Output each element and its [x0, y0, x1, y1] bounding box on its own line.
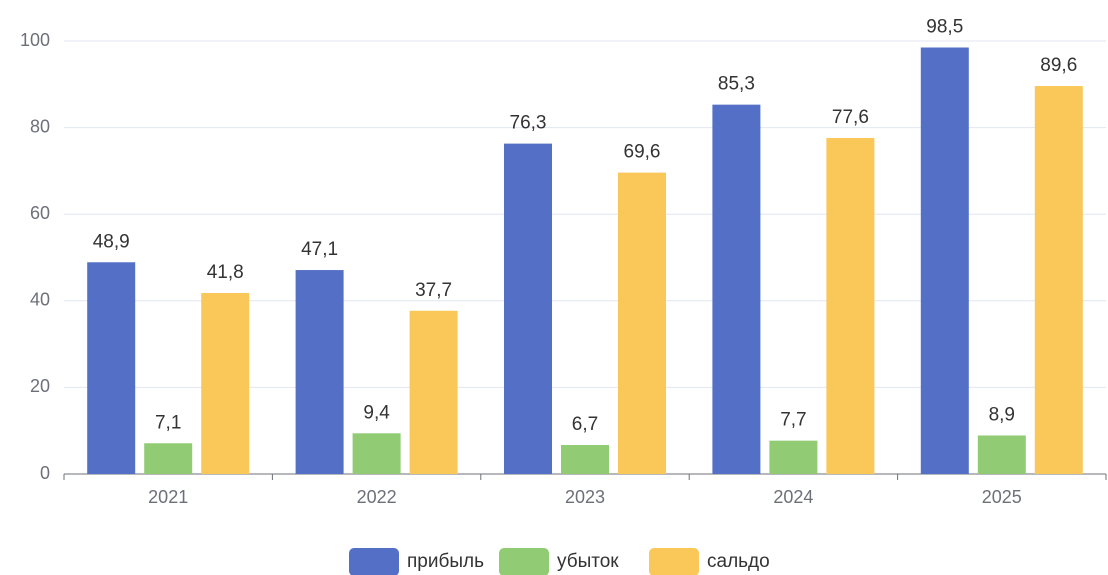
value-label: 8,9 [989, 404, 1015, 425]
value-label: 41,8 [207, 262, 244, 283]
x-tick-label: 2022 [357, 487, 397, 507]
legend-label: убыток [557, 551, 619, 572]
value-label: 77,6 [832, 107, 869, 128]
legend-swatch [499, 548, 549, 575]
bar [561, 444, 609, 474]
y-tick-label: 40 [30, 290, 50, 310]
value-label: 6,7 [572, 414, 598, 435]
bar [295, 270, 344, 474]
value-label: 85,3 [718, 74, 755, 95]
bar [712, 104, 761, 474]
value-label: 9,4 [363, 402, 390, 423]
y-tick-label: 60 [30, 203, 50, 223]
value-label: 7,1 [155, 412, 181, 433]
bar [504, 143, 552, 474]
bar [618, 172, 666, 474]
bar [769, 440, 818, 474]
bar [977, 435, 1026, 474]
value-label: 89,6 [1040, 55, 1077, 76]
bar [826, 137, 875, 474]
legend-label: сальдо [707, 551, 770, 572]
value-label: 69,6 [624, 142, 661, 163]
y-tick-label: 20 [30, 376, 50, 396]
value-label: 48,9 [93, 231, 130, 252]
legend-label: прибыль [407, 551, 484, 572]
bar [409, 310, 458, 474]
value-label: 98,5 [926, 17, 963, 38]
legend-swatch [349, 548, 399, 575]
legend-swatch [649, 548, 699, 575]
value-label: 47,1 [301, 239, 338, 260]
y-tick-label: 0 [40, 463, 50, 483]
x-tick-label: 2021 [148, 487, 188, 507]
value-label: 76,3 [510, 113, 547, 134]
y-tick-label: 100 [20, 30, 50, 50]
bar [352, 433, 401, 474]
value-label: 7,7 [780, 410, 806, 431]
x-tick-label: 2023 [565, 487, 605, 507]
bar [144, 443, 193, 474]
bar [87, 262, 136, 474]
bar [201, 293, 250, 474]
y-tick-label: 80 [30, 116, 50, 136]
value-label: 37,7 [415, 280, 452, 301]
x-tick-label: 2024 [773, 487, 813, 507]
bar [920, 47, 969, 475]
bar [1034, 86, 1083, 475]
x-tick-label: 2025 [982, 487, 1022, 507]
